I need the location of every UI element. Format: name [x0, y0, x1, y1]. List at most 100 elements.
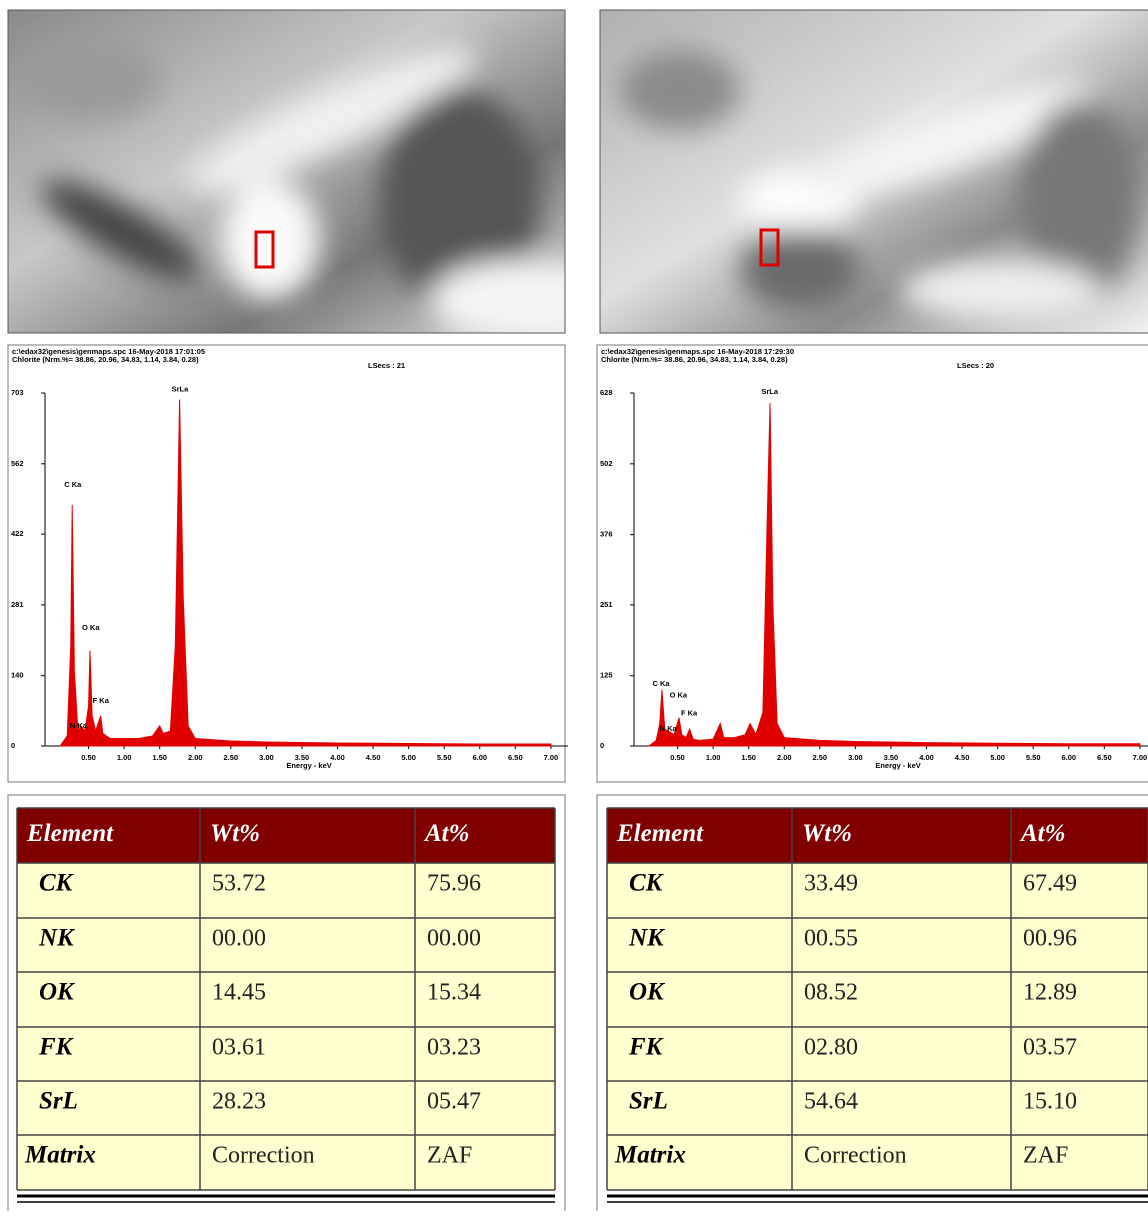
- x-tick-label: 5.50: [1026, 753, 1041, 762]
- element-name: SrL: [39, 1088, 78, 1115]
- table-header: At%: [1019, 820, 1065, 847]
- element-name: Matrix: [614, 1142, 686, 1169]
- x-tick-label: 3.00: [848, 753, 863, 762]
- table-cell: 05.47: [427, 1089, 481, 1115]
- table-cell: 15.34: [427, 980, 481, 1006]
- spectrum-frame: [597, 345, 1148, 782]
- y-tick-label: 140: [11, 671, 24, 680]
- x-tick-label: 5.00: [990, 753, 1005, 762]
- x-tick-label: 2.50: [224, 753, 239, 762]
- x-tick-label: 1.00: [117, 753, 132, 762]
- x-tick-label: 2.00: [188, 753, 203, 762]
- peak-label: N Ka: [70, 721, 88, 730]
- x-tick-label: 4.00: [919, 753, 934, 762]
- peak-label: O Ka: [670, 690, 688, 699]
- element-name: OK: [629, 979, 666, 1006]
- x-tick-label: 7.00: [544, 753, 559, 762]
- x-tick-label: 5.00: [401, 753, 416, 762]
- table-cell: 00.00: [212, 926, 266, 952]
- element-name: SrL: [629, 1088, 668, 1115]
- x-tick-label: 6.00: [1061, 753, 1076, 762]
- y-tick-label: 251: [600, 600, 613, 609]
- table-cell: 53.72: [212, 871, 266, 897]
- x-tick-label: 3.00: [259, 753, 274, 762]
- peak-label: F Ka: [681, 708, 698, 717]
- figure: c:\edax32\genesis\genmaps.spc 16-May-201…: [0, 0, 1148, 1211]
- element-name: NK: [628, 925, 666, 952]
- peak-label: F Ka: [93, 696, 110, 705]
- peak-label: C Ka: [652, 679, 670, 688]
- live-seconds: LSecs : 21: [368, 361, 405, 370]
- element-name: OK: [39, 979, 76, 1006]
- table-cell: 15.10: [1023, 1089, 1077, 1115]
- x-axis-label: Energy - keV: [286, 761, 331, 770]
- x-tick-label: 1.00: [706, 753, 721, 762]
- peak-label: C Ka: [64, 480, 82, 489]
- y-tick-label: 422: [11, 529, 24, 538]
- x-tick-label: 5.50: [437, 753, 452, 762]
- x-tick-label: 0.50: [81, 753, 96, 762]
- table-header: Element: [616, 820, 704, 847]
- table-header: Wt%: [802, 820, 852, 847]
- element-name: CK: [629, 870, 665, 897]
- x-tick-label: 6.50: [508, 753, 523, 762]
- element-name: CK: [39, 870, 75, 897]
- y-tick-label: 281: [11, 600, 24, 609]
- x-tick-label: 1.50: [741, 753, 756, 762]
- y-tick-label: 125: [600, 671, 613, 680]
- table-cell: 14.45: [212, 980, 266, 1006]
- peak-label: O Ka: [82, 623, 100, 632]
- y-tick-label: 562: [11, 459, 24, 468]
- table-header: At%: [423, 820, 469, 847]
- x-tick-label: 4.50: [366, 753, 381, 762]
- x-tick-label: 6.50: [1097, 753, 1112, 762]
- x-tick-label: 4.50: [955, 753, 970, 762]
- x-tick-label: 4.00: [330, 753, 345, 762]
- y-tick-label: 0: [600, 741, 604, 750]
- x-tick-label: 0.50: [670, 753, 685, 762]
- x-tick-label: 7.00: [1133, 753, 1148, 762]
- table-cell: 33.49: [804, 871, 858, 897]
- table-cell: 75.96: [427, 871, 481, 897]
- x-tick-label: 1.50: [152, 753, 167, 762]
- table-cell: 08.52: [804, 980, 858, 1006]
- live-seconds: LSecs : 20: [957, 361, 994, 370]
- sem-image: [8, 10, 610, 340]
- x-tick-label: 2.50: [813, 753, 828, 762]
- element-name: Matrix: [24, 1142, 96, 1169]
- table-cell: 03.61: [212, 1035, 266, 1061]
- table-cell: 00.96: [1023, 926, 1077, 952]
- subtitle: Chlorite (Nrm.%= 38.86, 20.96, 34.83, 1.…: [601, 355, 788, 364]
- table-cell: ZAF: [427, 1143, 472, 1169]
- x-tick-label: 2.00: [777, 753, 792, 762]
- y-tick-label: 628: [600, 388, 613, 397]
- sem-image: [600, 10, 1148, 333]
- table-cell: 00.00: [427, 926, 481, 952]
- x-axis-label: Energy - keV: [875, 761, 920, 770]
- y-tick-label: 376: [600, 530, 613, 539]
- table-cell: Correction: [212, 1143, 315, 1169]
- table-header: Element: [26, 820, 114, 847]
- element-name: FK: [38, 1034, 75, 1061]
- y-tick-label: 703: [11, 388, 24, 397]
- element-name: FK: [628, 1034, 665, 1061]
- page: {"chart_data": [ {"type": "area", "color…: [0, 0, 1148, 1211]
- table-cell: ZAF: [1023, 1143, 1068, 1169]
- table-cell: 02.80: [804, 1035, 858, 1061]
- table-cell: 54.64: [804, 1089, 858, 1115]
- peak-label: SrLa: [172, 384, 190, 393]
- element-name: NK: [38, 925, 76, 952]
- x-tick-label: 6.00: [472, 753, 487, 762]
- y-tick-label: 0: [11, 741, 15, 750]
- peak-label: SrLa: [761, 387, 779, 396]
- table-cell: 00.55: [804, 926, 858, 952]
- table-cell: 03.57: [1023, 1035, 1077, 1061]
- table-cell: Correction: [804, 1143, 907, 1169]
- table-header: Wt%: [210, 820, 260, 847]
- table-cell: 03.23: [427, 1035, 481, 1061]
- subtitle: Chlorite (Nrm.%= 38.86, 20.96, 34.83, 1.…: [12, 355, 199, 364]
- table-cell: 12.89: [1023, 980, 1077, 1006]
- peak-label: N Ka: [660, 724, 678, 733]
- table-cell: 28.23: [212, 1089, 266, 1115]
- y-tick-label: 502: [600, 459, 613, 468]
